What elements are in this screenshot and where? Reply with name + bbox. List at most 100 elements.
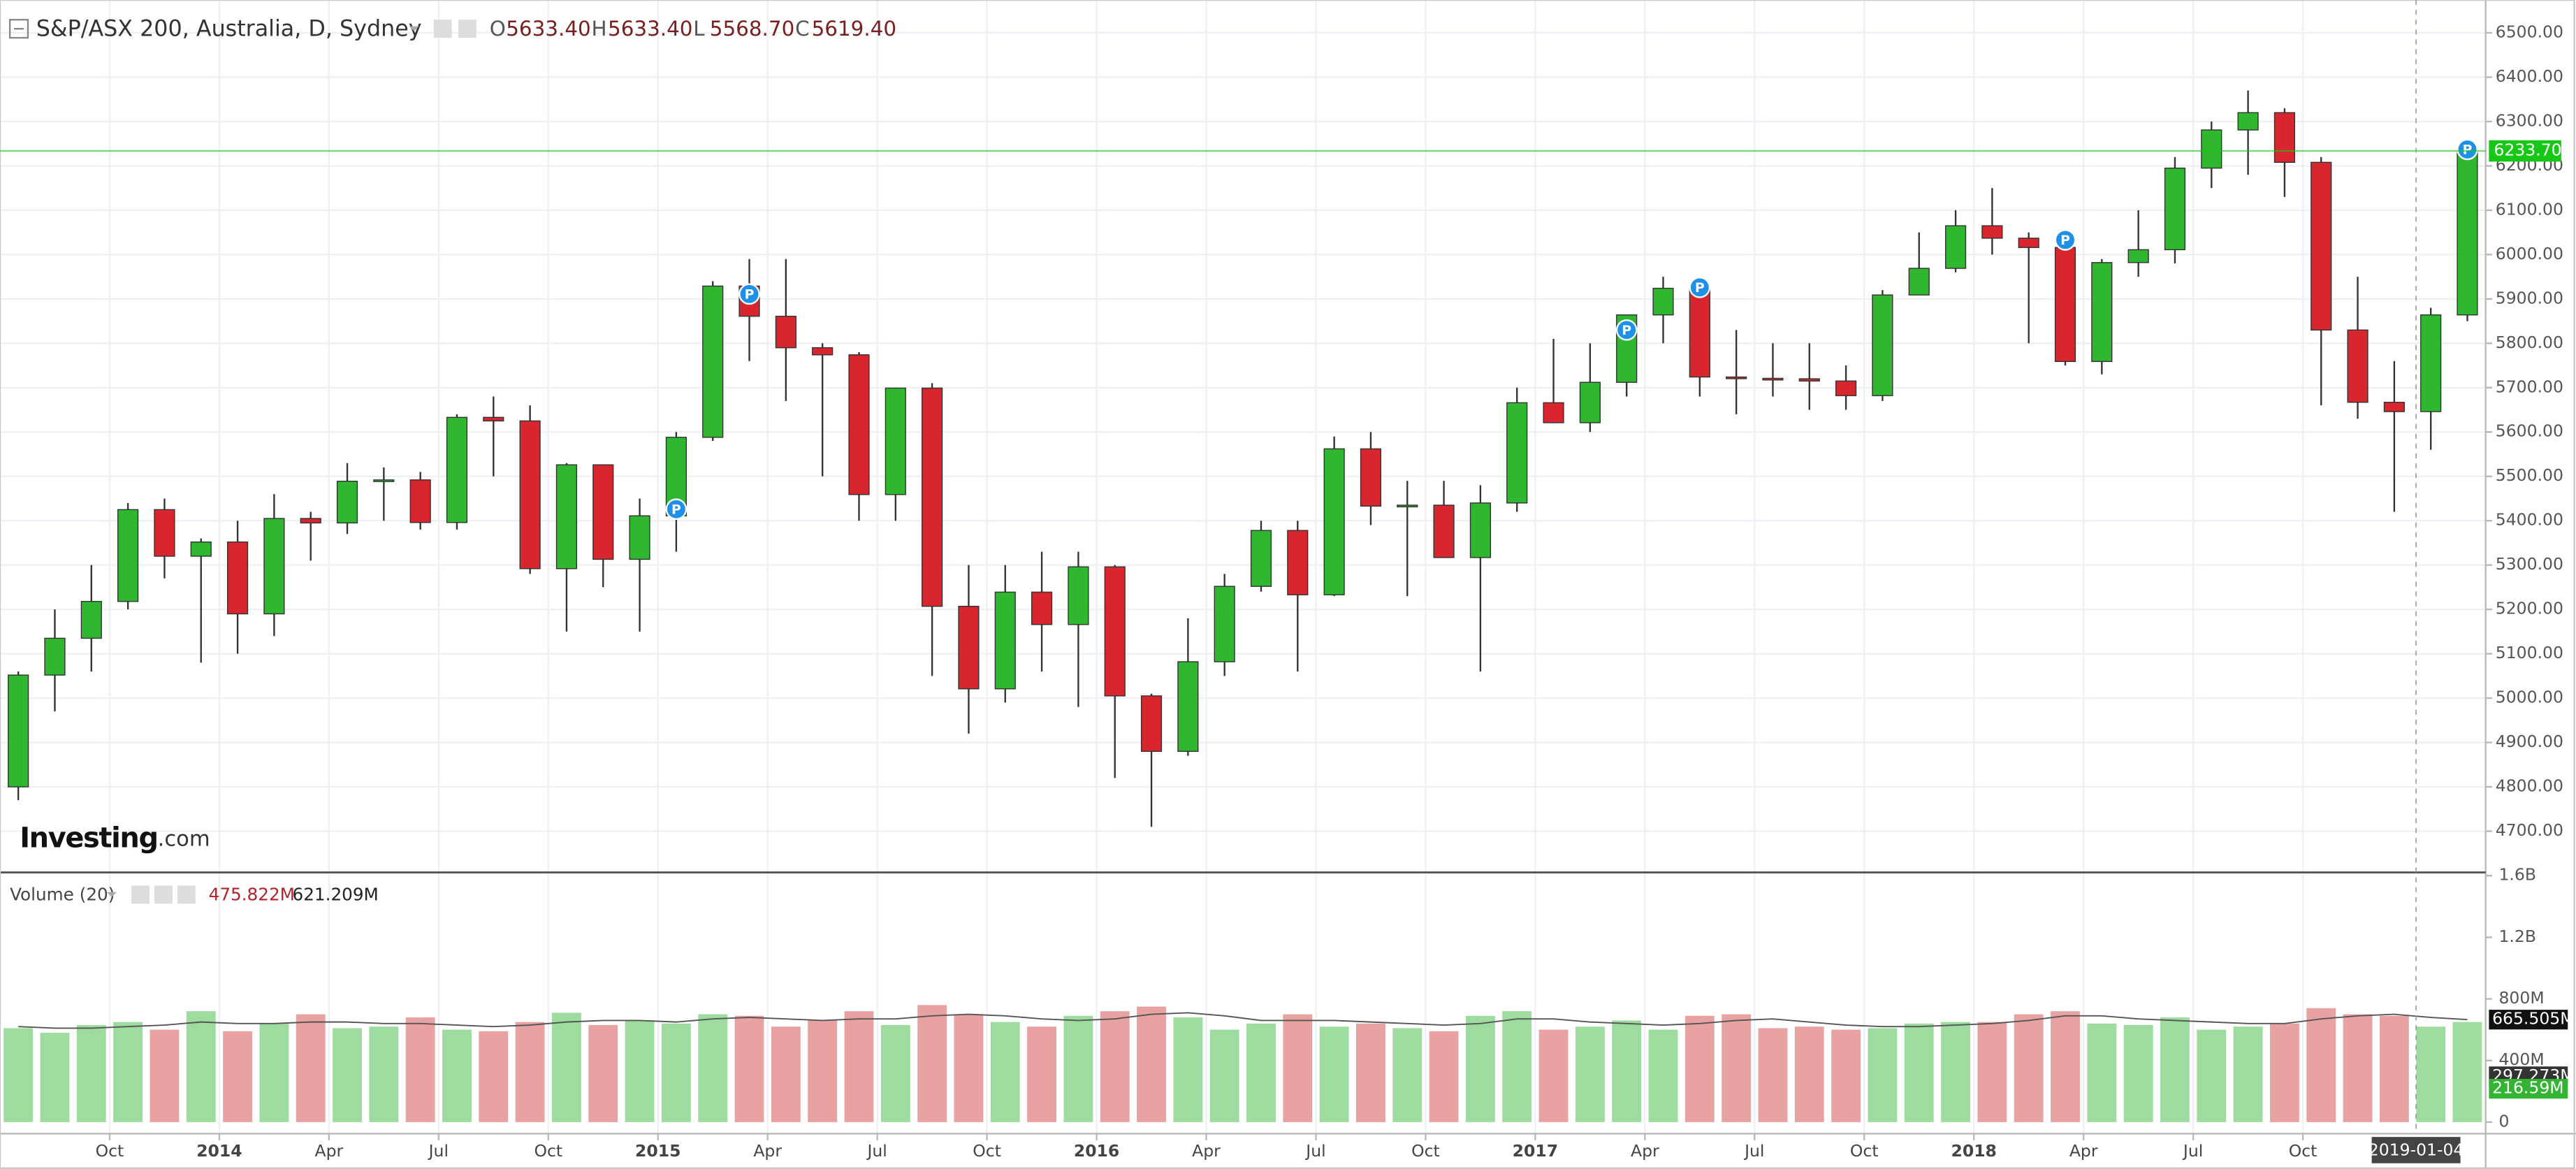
candle-body	[1068, 566, 1089, 625]
volume-bar	[1283, 1014, 1313, 1122]
candle-body	[1177, 661, 1199, 752]
candle-body	[1944, 225, 1967, 269]
volume-bar	[1722, 1014, 1752, 1122]
collapse-button[interactable]	[8, 19, 29, 39]
candle-body	[1798, 378, 1820, 382]
volume-bar	[1356, 1023, 1385, 1122]
y-tick-label: 5100.00	[2496, 643, 2563, 662]
volume-bar	[917, 1005, 947, 1122]
volume-bar	[1502, 1011, 1532, 1122]
volume-bar	[2233, 1026, 2263, 1122]
y-tick-label: 5400.00	[2496, 510, 2563, 530]
volume-bar	[113, 1022, 143, 1122]
volume-bar	[2160, 1017, 2190, 1122]
candle-body	[922, 387, 943, 607]
candle-body	[2091, 262, 2113, 363]
volume-bar	[954, 1014, 984, 1122]
x-tick-label: Oct	[2289, 1141, 2317, 1161]
x-tick-label: Jul	[866, 1141, 887, 1161]
candle-body	[848, 354, 870, 495]
y-tick-label: 5000.00	[2496, 688, 2563, 707]
volume-bar	[2197, 1029, 2227, 1122]
candle-body	[1287, 530, 1309, 595]
volume-bar	[1612, 1020, 1642, 1122]
candle-body	[1726, 376, 1747, 379]
volume-bar	[771, 1026, 801, 1122]
volume-visibility-button[interactable]	[131, 885, 150, 904]
volume-dropdown-arrow[interactable]	[106, 892, 117, 897]
grid	[0, 0, 2486, 1134]
dropdown-arrow[interactable]	[409, 26, 419, 31]
x-tick-label: Oct	[534, 1141, 562, 1161]
candle-body	[629, 515, 650, 560]
candle-body	[1214, 586, 1235, 662]
volume-bar	[1465, 1015, 1495, 1122]
volume-bar	[1392, 1028, 1422, 1122]
y-tick-label: 5200.00	[2496, 599, 2563, 618]
y-tick-label: 1.2B	[2498, 927, 2536, 946]
volume-bar	[515, 1022, 545, 1122]
volume-bar	[1941, 1022, 1970, 1122]
ohlc-key: L	[693, 17, 705, 41]
volume-bar	[186, 1011, 216, 1122]
candle-body	[1323, 448, 1345, 595]
volume-bar	[150, 1029, 180, 1122]
volume-bar	[1831, 1029, 1861, 1122]
visibility-button[interactable]	[433, 20, 452, 38]
event-marker	[1615, 319, 1638, 341]
volume-bar	[1538, 1029, 1569, 1122]
candle-body	[2311, 161, 2332, 331]
volume-title: Volume (20)	[10, 884, 115, 904]
volume-bar	[76, 1025, 106, 1122]
y-tick-label: 0	[2498, 1111, 2509, 1131]
marks: PPPPPP	[3, 90, 2482, 1122]
x-tick-label: Apr	[1192, 1141, 1221, 1161]
volume-bar	[1794, 1026, 1824, 1122]
volume-bar	[1648, 1029, 1678, 1122]
volume-remove-button[interactable]	[177, 885, 196, 904]
volume-bar	[990, 1022, 1020, 1122]
volume-bar	[2306, 1008, 2336, 1122]
volume-bar	[734, 1015, 764, 1122]
candle-body	[2054, 247, 2076, 363]
y-tick-label: 6100.00	[2496, 199, 2563, 219]
settings-button[interactable]	[458, 20, 476, 38]
ohlc-value: 5619.40	[812, 17, 896, 41]
y-tick-label: 4700.00	[2496, 820, 2563, 840]
volume-legend-value: 475.822M	[209, 884, 295, 904]
candle-body	[154, 509, 175, 557]
volume-bar	[1684, 1015, 1715, 1122]
candle-body	[1981, 225, 2003, 239]
candle-body	[1872, 294, 1893, 396]
y-tick-label: 6300.00	[2496, 110, 2563, 130]
event-marker	[2457, 138, 2478, 161]
volume-bar	[2051, 1011, 2080, 1122]
candle-body	[1579, 382, 1601, 423]
candle-body	[2127, 249, 2149, 263]
volume-bar	[369, 1026, 399, 1122]
x-tick-label: Oct	[1411, 1141, 1440, 1161]
volume-settings-button[interactable]	[154, 885, 173, 904]
volume-bar	[2123, 1025, 2153, 1122]
candle-body	[446, 416, 468, 523]
volume-price-box	[2489, 1079, 2568, 1099]
candle-body	[1835, 380, 1857, 396]
event-marker	[738, 283, 760, 305]
candle-body	[1433, 504, 1455, 558]
ohlc-key: O	[490, 17, 506, 41]
x-tick-label: Jul	[2182, 1141, 2203, 1161]
y-tick-label: 1.6B	[2498, 865, 2536, 885]
volume-bar	[1063, 1015, 1093, 1122]
volume-price-label: 216.59M	[2492, 1078, 2564, 1098]
candle-body	[409, 479, 431, 523]
x-tick-label: Oct	[96, 1141, 124, 1161]
x-tick-label: 2016	[1074, 1141, 1119, 1161]
volume-bar	[844, 1011, 874, 1122]
logo: Investing.com	[20, 822, 210, 855]
candle-body	[1140, 695, 1163, 752]
volume-bar	[1977, 1022, 2007, 1122]
volume-bar	[333, 1028, 362, 1122]
crosshair-box	[2371, 1137, 2461, 1163]
